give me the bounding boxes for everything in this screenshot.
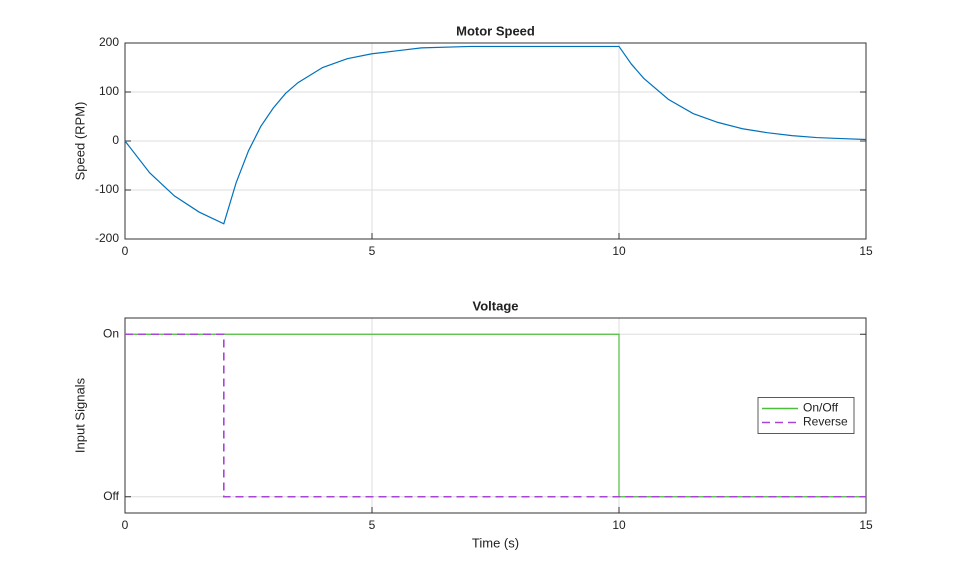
x-tick-label: 15	[859, 518, 873, 532]
x-axis-label: Time (s)	[472, 535, 519, 550]
axes-box	[124, 317, 867, 514]
y-tick-label: On	[103, 326, 119, 340]
data-line	[124, 45, 867, 225]
y-tick-label: -100	[95, 182, 119, 196]
plot-area	[125, 318, 866, 513]
x-tick-label: 10	[612, 244, 626, 258]
chart-title: Voltage	[473, 298, 519, 313]
legend-label: On/Off	[803, 401, 839, 415]
legend-label: Reverse	[803, 415, 848, 429]
y-tick-label: -200	[95, 231, 119, 245]
chart-title: Motor Speed	[456, 23, 535, 38]
legend-box	[757, 397, 855, 434]
y-tick-label: 200	[99, 35, 119, 49]
x-tick-label: 10	[612, 518, 626, 532]
x-tick-label: 5	[369, 244, 376, 258]
y-axis-label: Input Signals	[72, 377, 87, 453]
y-axis-label: Speed (RPM)	[72, 102, 87, 181]
x-tick-label: 0	[122, 244, 129, 258]
y-tick-label: 100	[99, 84, 119, 98]
y-tick-label: 0	[112, 133, 119, 147]
y-tick-label: Off	[103, 489, 119, 503]
x-tick-label: 0	[122, 518, 129, 532]
x-tick-label: 15	[859, 244, 873, 258]
x-tick-label: 5	[369, 518, 376, 532]
